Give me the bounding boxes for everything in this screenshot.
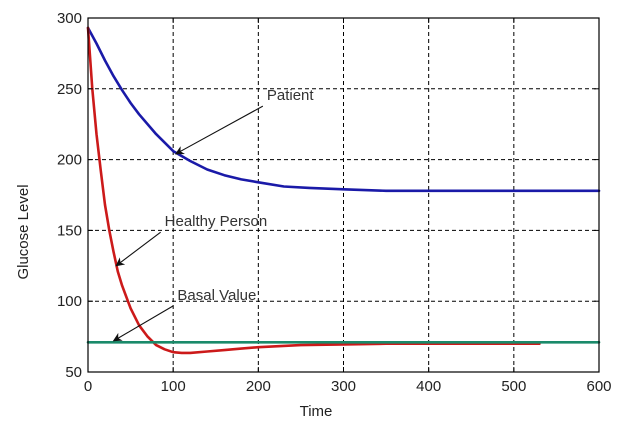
healthy-person-curve: [86, 26, 541, 355]
x-tick-label: 0: [84, 378, 92, 395]
y-tick-label: 200: [57, 152, 82, 169]
x-tick-label: 100: [161, 378, 186, 395]
y-tick-label: 300: [57, 10, 82, 27]
x-tick-label: 600: [586, 378, 611, 395]
y-tick-label: 250: [57, 81, 82, 98]
x-tick-label: 200: [246, 378, 271, 395]
basal-value-label: Basal Value: [177, 287, 256, 304]
y-axis-label: Glucose Level: [15, 184, 32, 279]
grid: [88, 18, 599, 372]
x-tick-label: 500: [501, 378, 526, 395]
series-group: [86, 26, 601, 355]
annotations: Patient Healthy Person Basal Value: [112, 87, 315, 342]
y-tick-label: 150: [57, 222, 82, 239]
healthy-person-label: Healthy Person: [165, 213, 268, 230]
patient-arrow: [174, 105, 264, 155]
x-tick-label: 400: [416, 378, 441, 395]
basal-value-arrow: [112, 305, 174, 342]
patient-label: Patient: [267, 87, 315, 104]
x-tick-label: 300: [331, 378, 356, 395]
patient-curve: [86, 26, 601, 193]
y-tick-label: 100: [57, 293, 82, 310]
axis-ticks: 0 100 200 300 400 500 600 50 100 150 200 250 300: [57, 10, 612, 395]
healthy-person-arrow: [115, 231, 161, 267]
x-axis-label: Time: [300, 403, 333, 420]
y-tick-label: 50: [65, 364, 82, 381]
